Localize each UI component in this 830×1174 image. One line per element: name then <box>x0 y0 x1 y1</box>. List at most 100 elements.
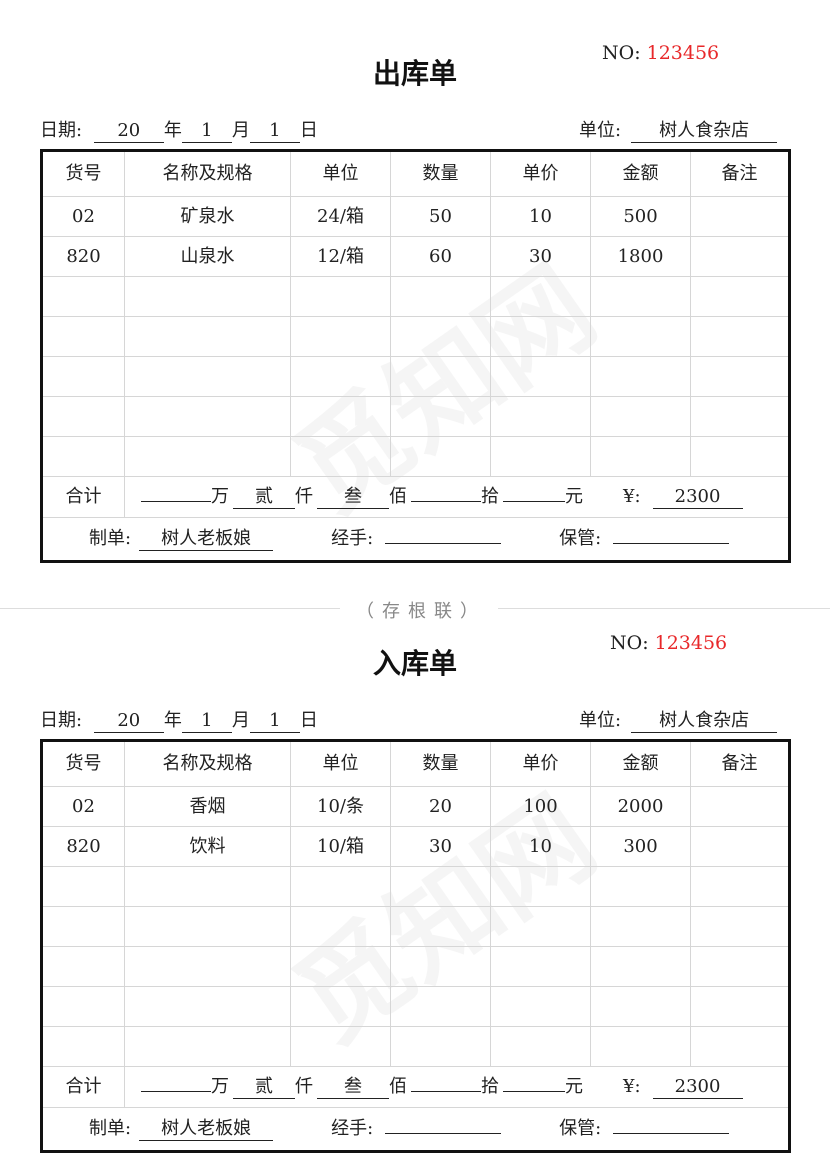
table-cell[interactable] <box>390 866 491 907</box>
table-cell[interactable] <box>290 396 391 437</box>
table-cell[interactable]: 820 <box>41 236 125 277</box>
table-cell[interactable] <box>124 906 291 947</box>
table-cell[interactable] <box>41 436 125 477</box>
table-cell[interactable] <box>124 356 291 397</box>
table-cell[interactable]: 10/箱 <box>290 826 391 867</box>
table-cell[interactable]: 50 <box>390 196 491 237</box>
table-cell[interactable] <box>690 986 790 1027</box>
table-cell[interactable] <box>390 396 491 437</box>
table-cell[interactable] <box>490 866 591 907</box>
table-cell[interactable] <box>590 906 691 947</box>
table-cell[interactable] <box>690 316 790 357</box>
table-cell[interactable] <box>690 436 790 477</box>
table-cell[interactable] <box>690 396 790 437</box>
table-cell[interactable]: 1800 <box>590 236 691 277</box>
table-cell[interactable] <box>590 276 691 317</box>
table-cell[interactable] <box>590 436 691 477</box>
table-cell[interactable] <box>290 906 391 947</box>
table-cell[interactable] <box>41 316 125 357</box>
table-cell[interactable]: 20 <box>390 786 491 827</box>
table-cell[interactable]: 12/箱 <box>290 236 391 277</box>
table-cell[interactable] <box>490 396 591 437</box>
table-cell[interactable] <box>124 986 291 1027</box>
table-cell[interactable] <box>590 316 691 357</box>
table-cell[interactable] <box>590 986 691 1027</box>
table-cell[interactable] <box>290 986 391 1027</box>
table-cell[interactable] <box>41 356 125 397</box>
table-cell[interactable] <box>590 356 691 397</box>
table-cell[interactable] <box>390 276 491 317</box>
table-cell[interactable] <box>41 946 125 987</box>
table-cell[interactable] <box>290 276 391 317</box>
table-cell[interactable] <box>124 436 291 477</box>
table-cell[interactable] <box>290 1026 391 1067</box>
table-cell[interactable] <box>690 946 790 987</box>
table-cell[interactable] <box>290 866 391 907</box>
table-cell[interactable] <box>490 946 591 987</box>
table-cell[interactable]: 60 <box>390 236 491 277</box>
table-cell[interactable] <box>390 436 491 477</box>
table-cell[interactable]: 300 <box>590 826 691 867</box>
table-cell[interactable] <box>690 906 790 947</box>
table-cell[interactable]: 山泉水 <box>124 236 291 277</box>
table-cell[interactable] <box>41 276 125 317</box>
table-cell[interactable] <box>124 1026 291 1067</box>
table-cell[interactable]: 02 <box>41 786 125 827</box>
table-cell[interactable] <box>390 946 491 987</box>
table-cell[interactable] <box>124 316 291 357</box>
table-cell[interactable] <box>490 276 591 317</box>
table-cell[interactable] <box>590 396 691 437</box>
table-cell[interactable] <box>290 356 391 397</box>
table-cell[interactable] <box>590 866 691 907</box>
table-cell[interactable] <box>690 356 790 397</box>
table-cell[interactable]: 30 <box>390 826 491 867</box>
table-cell[interactable] <box>390 1026 491 1067</box>
table-cell[interactable]: 10 <box>490 196 591 237</box>
table-cell[interactable]: 10 <box>490 826 591 867</box>
table-cell[interactable] <box>124 396 291 437</box>
table-cell[interactable] <box>690 786 790 827</box>
table-cell[interactable]: 矿泉水 <box>124 196 291 237</box>
table-cell[interactable]: 饮料 <box>124 826 291 867</box>
table-cell[interactable] <box>490 1026 591 1067</box>
table-cell[interactable] <box>290 946 391 987</box>
unit-line: 单位: 树人食杂店 <box>579 706 778 733</box>
table-cell[interactable]: 100 <box>490 786 591 827</box>
table-cell[interactable] <box>390 986 491 1027</box>
table-cell[interactable]: 500 <box>590 196 691 237</box>
table-cell[interactable]: 2000 <box>590 786 691 827</box>
table-cell[interactable] <box>41 866 125 907</box>
table-cell[interactable] <box>124 276 291 317</box>
table-cell[interactable] <box>41 396 125 437</box>
table-cell[interactable]: 02 <box>41 196 125 237</box>
table-cell[interactable] <box>690 196 790 237</box>
table-cell[interactable] <box>690 276 790 317</box>
table-cell[interactable] <box>41 1026 125 1067</box>
table-cell[interactable] <box>690 866 790 907</box>
table-cell[interactable] <box>390 316 491 357</box>
table-cell[interactable] <box>390 356 491 397</box>
table-cell[interactable] <box>490 436 591 477</box>
table-cell[interactable] <box>690 1026 790 1067</box>
table-cell[interactable] <box>290 436 391 477</box>
table-cell[interactable]: 香烟 <box>124 786 291 827</box>
table-cell[interactable]: 30 <box>490 236 591 277</box>
table-cell[interactable] <box>490 316 591 357</box>
table-cell[interactable]: 24/箱 <box>290 196 391 237</box>
table-cell[interactable]: 10/条 <box>290 786 391 827</box>
table-cell[interactable]: 820 <box>41 826 125 867</box>
table-cell[interactable] <box>41 906 125 947</box>
table-cell[interactable] <box>490 986 591 1027</box>
table-cell[interactable] <box>590 946 691 987</box>
table-cell[interactable] <box>124 866 291 907</box>
table-cell[interactable] <box>41 986 125 1027</box>
table-cell[interactable] <box>290 316 391 357</box>
table-cell[interactable] <box>690 236 790 277</box>
table-cell[interactable] <box>690 826 790 867</box>
table-cell[interactable] <box>124 946 291 987</box>
table-cell[interactable] <box>590 1026 691 1067</box>
table-cell[interactable] <box>490 906 591 947</box>
table-cell[interactable] <box>390 906 491 947</box>
keeper-label: 保管: <box>559 1117 602 1139</box>
table-cell[interactable] <box>490 356 591 397</box>
